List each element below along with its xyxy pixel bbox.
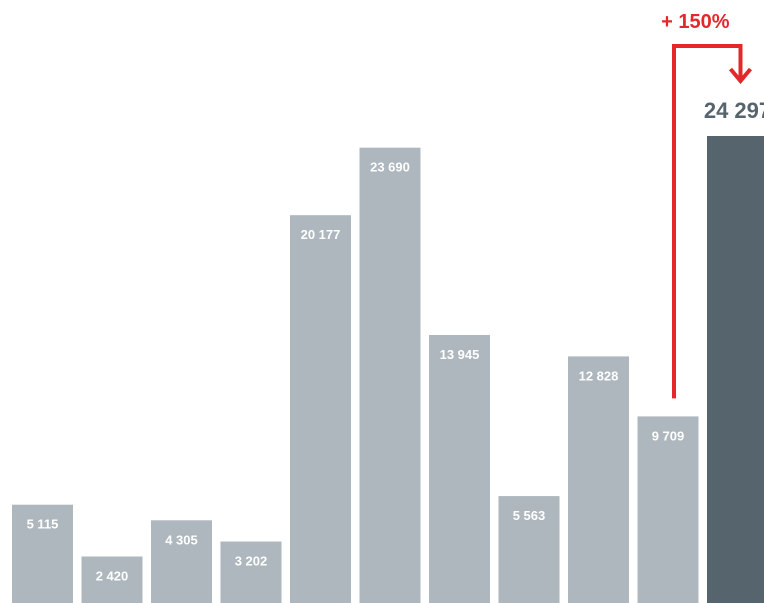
bar-value-label: 23 690 bbox=[370, 160, 410, 175]
change-annotation: + 150% bbox=[661, 11, 753, 399]
bar bbox=[359, 147, 421, 603]
bar bbox=[81, 556, 143, 603]
bar bbox=[12, 504, 73, 603]
bar bbox=[290, 215, 351, 603]
bar-value-label: 5 563 bbox=[513, 508, 546, 523]
bar-highlight bbox=[707, 136, 764, 603]
annotation-arrow-head bbox=[728, 67, 753, 85]
bar-value-label: 3 202 bbox=[235, 554, 268, 569]
bar bbox=[220, 541, 282, 603]
bar-labels-group: 5 115 2 420 4 305 3 202 20 177 23 690 13 945 5 … bbox=[27, 98, 764, 584]
bar-value-label: 12 828 bbox=[579, 368, 619, 383]
bar bbox=[568, 356, 629, 603]
bar-value-label: 5 115 bbox=[27, 517, 59, 532]
bar-value-label: 2 420 bbox=[96, 569, 129, 584]
annotation-arrow-line bbox=[672, 44, 743, 399]
bars-group bbox=[12, 136, 764, 603]
change-percentage-label: + 150% bbox=[661, 11, 730, 33]
bar bbox=[151, 520, 212, 603]
bar bbox=[429, 335, 490, 603]
highlight-value-label: 24 297 bbox=[704, 98, 764, 123]
bar bbox=[637, 416, 699, 603]
bar-value-label: 4 305 bbox=[165, 532, 198, 547]
bar bbox=[498, 496, 560, 603]
bar-value-label: 20 177 bbox=[301, 227, 341, 242]
bar-value-label: 9 709 bbox=[652, 428, 685, 443]
bar-value-label: 13 945 bbox=[440, 347, 480, 362]
